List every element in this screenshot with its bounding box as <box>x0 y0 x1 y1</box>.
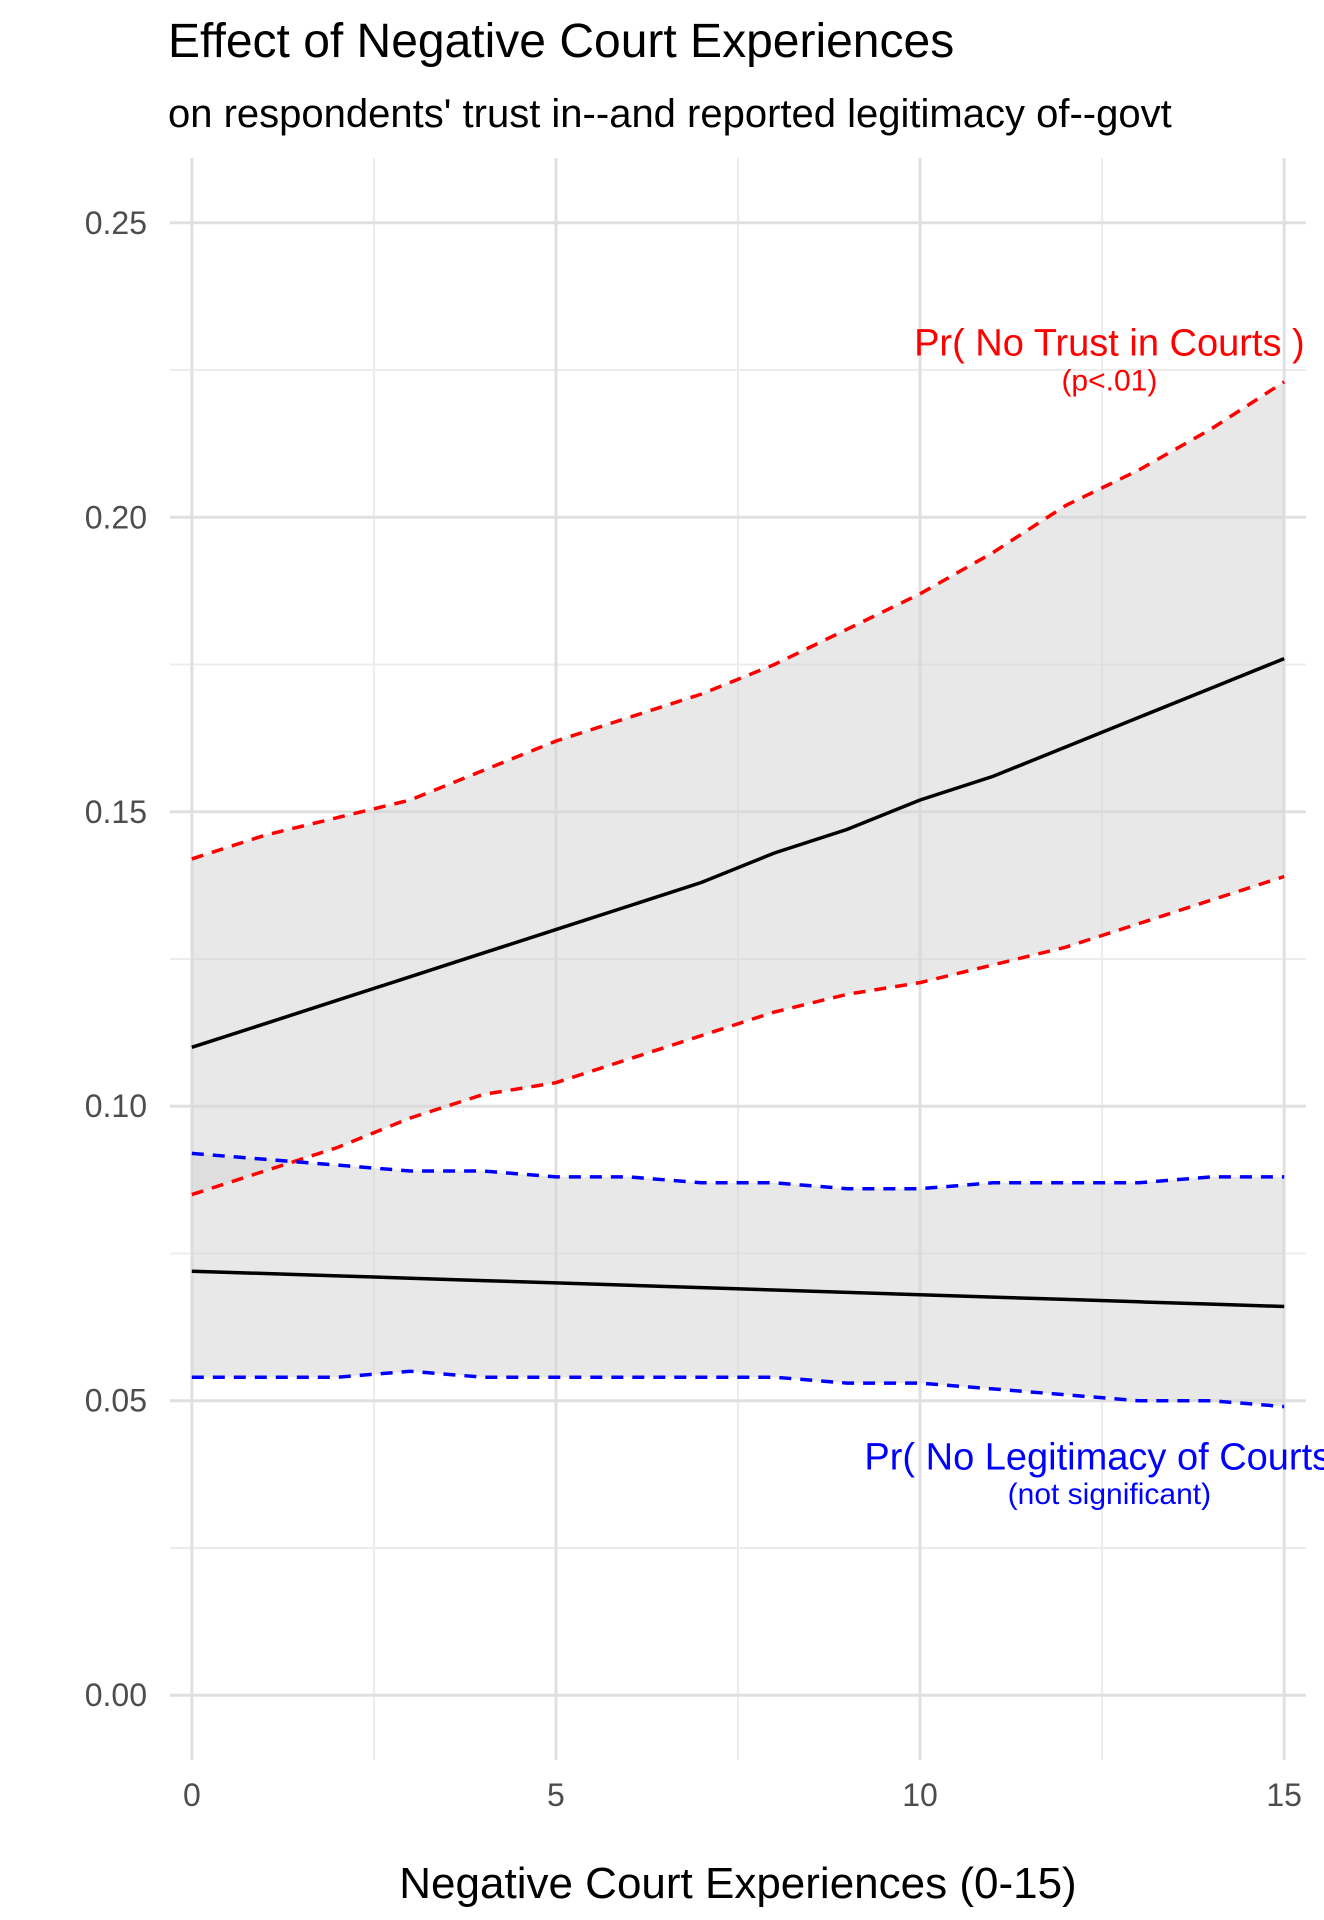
y-tick-label: 0.05 <box>85 1383 147 1419</box>
x-axis-label: Negative Court Experiences (0-15) <box>399 1859 1076 1908</box>
series-name-label-0: Pr( No Trust in Courts ) <box>914 322 1305 364</box>
x-tick-label: 5 <box>547 1777 565 1813</box>
estimate-line-1 <box>191 1269 1285 1309</box>
y-tick-label: 0.10 <box>85 1088 147 1124</box>
estimate-line-0 <box>191 656 1285 1049</box>
confidence-bands <box>191 381 1285 1407</box>
y-tick-label: 0.00 <box>85 1677 147 1713</box>
confidence-band-1 <box>191 1153 1285 1407</box>
x-tick-label: 10 <box>902 1777 938 1813</box>
tick-labels: 0.00 0.05 0.10 0.15 0.20 0.25 0 5 10 15 <box>85 205 1302 1813</box>
upper-ci-line-0 <box>191 380 1286 861</box>
y-tick-label: 0.15 <box>85 794 147 830</box>
series-annotations: Pr( No Trust in Courts )(p<.01) Pr( No Le… <box>864 322 1324 1510</box>
series-lines <box>191 380 1286 1409</box>
y-tick-label: 0.20 <box>85 499 147 535</box>
upper-ci-line-1 <box>191 1151 1285 1191</box>
x-tick-label: 0 <box>183 1777 201 1813</box>
series-note-label-0: (p<.01) <box>1061 365 1157 398</box>
lower-ci-line-1 <box>191 1369 1285 1409</box>
lower-ci-line-0 <box>191 874 1285 1197</box>
x-tick-label: 15 <box>1266 1777 1302 1813</box>
confidence-band-0 <box>191 381 1285 1195</box>
chart-subtitle: on respondents' trust in--and reported l… <box>168 92 1172 136</box>
chart-title: Effect of Negative Court Experiences <box>168 15 955 68</box>
series-note-label-1: (not significant) <box>1008 1478 1211 1511</box>
series-name-label-1: Pr( No Legitimacy of Courts ) <box>864 1437 1324 1479</box>
y-tick-label: 0.25 <box>85 205 147 241</box>
